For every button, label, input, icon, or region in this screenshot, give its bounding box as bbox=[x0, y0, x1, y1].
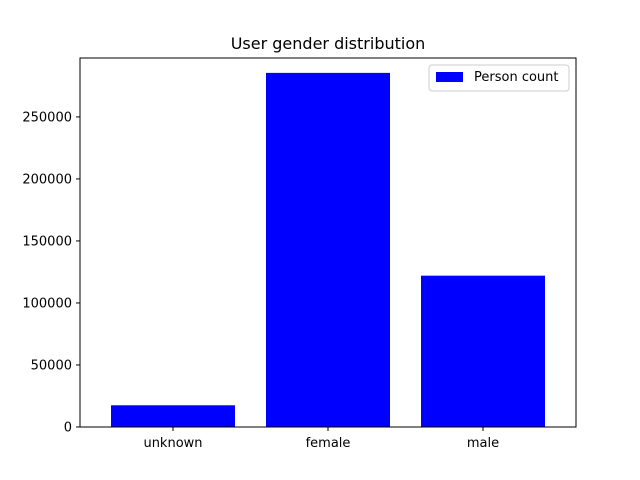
legend-swatch bbox=[436, 72, 463, 82]
y-tick-label: 100000 bbox=[22, 296, 72, 311]
chart-title: User gender distribution bbox=[231, 34, 426, 53]
y-tick-label: 250000 bbox=[22, 110, 72, 125]
x-tick-label-female: female bbox=[306, 436, 351, 451]
x-axis: unknown female male bbox=[143, 427, 499, 451]
bar-female bbox=[266, 72, 390, 427]
legend-box bbox=[428, 64, 570, 92]
bar-unknown bbox=[111, 405, 235, 427]
x-tick-label-male: male bbox=[467, 436, 499, 451]
bar-male bbox=[421, 275, 545, 427]
y-tick-label: 200000 bbox=[22, 172, 72, 187]
y-axis: 0 50000 100000 150000 200000 250000 bbox=[22, 110, 80, 436]
y-tick-label: 0 bbox=[64, 421, 72, 436]
bars-layer bbox=[111, 72, 545, 427]
x-tick-label-unknown: unknown bbox=[143, 436, 202, 451]
y-tick-label: 150000 bbox=[22, 234, 72, 249]
legend: Person count bbox=[428, 64, 570, 92]
y-tick-label: 50000 bbox=[31, 358, 72, 373]
legend-label: Person count bbox=[474, 70, 559, 85]
